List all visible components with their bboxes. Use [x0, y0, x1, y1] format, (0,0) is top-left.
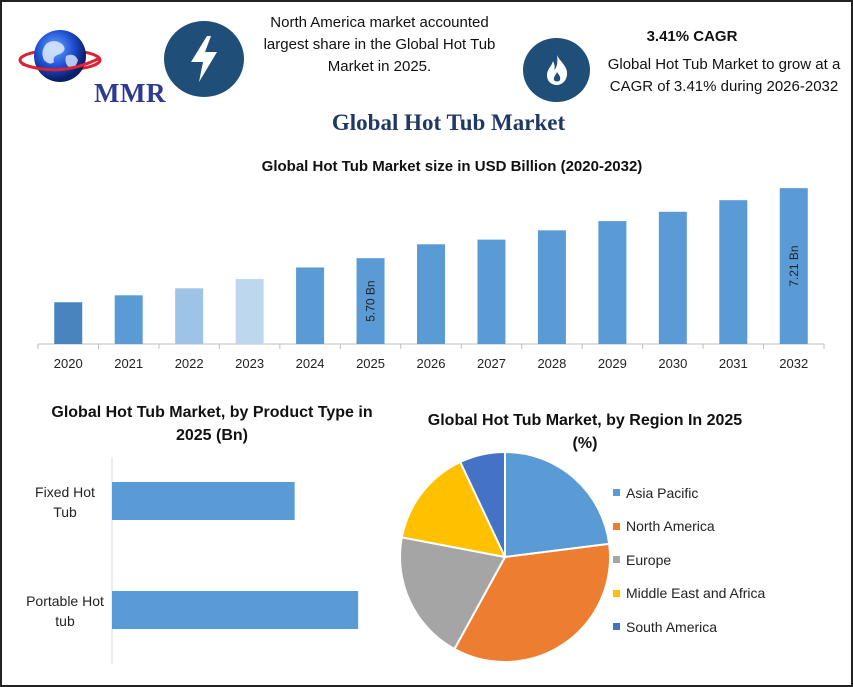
legend-swatch: [613, 522, 620, 530]
pie-slice-0: [504, 450, 611, 559]
x-tick-label: 2022: [175, 356, 204, 371]
legend-swatch: [613, 623, 620, 631]
product-label-1: Portable Hot tub: [26, 593, 104, 629]
north-america-highlight: North America market accounted largest s…: [263, 14, 496, 75]
x-tick-label: 2029: [598, 356, 627, 371]
globe-icon: [18, 30, 102, 82]
bar-2028: [537, 230, 566, 344]
legend-label: North America: [626, 518, 715, 535]
pie-slice-4: [458, 450, 506, 558]
legend-label: Europe: [626, 551, 672, 568]
legend-item: Europe: [613, 543, 765, 577]
bar-2025: [356, 258, 385, 344]
logo-text: MMR: [94, 78, 166, 108]
region-legend: Asia Pacific North America Europe Middle Ea…: [613, 476, 765, 644]
bar-product-0: [112, 482, 295, 520]
pie-slice-2: [399, 536, 507, 651]
x-tick-label: 2025: [356, 356, 385, 371]
lightning-bolt-icon: [164, 21, 244, 97]
bar-2023: [235, 279, 264, 344]
legend-swatch: [613, 489, 620, 497]
legend-item: Asia Pacific: [613, 476, 765, 510]
x-tick-label: 2023: [235, 356, 264, 371]
region-chart-title: Global Hot Tub Market, by Region In 2025…: [427, 412, 743, 452]
product-label-0: Fixed Hot Tub: [35, 484, 95, 520]
bar-2022: [175, 288, 204, 344]
x-tick-label: 2020: [54, 356, 83, 371]
x-tick-label: 2028: [537, 356, 566, 371]
bar-2021: [114, 295, 143, 344]
legend-item: Middle East and Africa: [613, 577, 765, 611]
x-tick-label: 2026: [417, 356, 446, 371]
bar-2027: [477, 239, 506, 344]
x-tick-label: 2021: [114, 356, 143, 371]
product-type-bar-chart: Fixed Hot Tub Portable Hot tub: [26, 457, 359, 664]
product-type-chart-title: Global Hot Tub Market, by Product Type i…: [51, 404, 373, 444]
mmr-logo: MMR: [16, 26, 165, 108]
legend-label: South America: [626, 618, 718, 635]
pie-slice-1: [453, 542, 611, 663]
cagr-title: 3.41% CAGR: [646, 28, 738, 45]
bar-2024: [296, 267, 325, 344]
page-title: Global Hot Tub Market: [331, 110, 566, 135]
market-size-chart-title: Global Hot Tub Market size in USD Billio…: [261, 158, 643, 175]
bar-2020: [54, 302, 83, 344]
x-tick-label: 2031: [719, 356, 748, 371]
bar-2030: [658, 211, 687, 344]
legend-item: South America: [613, 610, 765, 644]
x-tick-label: 2024: [296, 356, 325, 371]
region-pie-chart: [399, 450, 611, 663]
x-tick-label: 2030: [658, 356, 687, 371]
bar-2029: [598, 221, 627, 344]
bar-product-1: [112, 591, 359, 629]
data-label-2032: 7.21 Bn: [787, 245, 801, 286]
legend-swatch: [613, 589, 620, 597]
data-label-2025: 5.70 Bn: [364, 280, 378, 321]
legend-label: Asia Pacific: [626, 484, 699, 501]
bar-2031: [719, 200, 748, 344]
flame-icon: [523, 38, 590, 102]
cagr-highlight: Global Hot Tub Market to grow at a CAGR …: [607, 56, 841, 95]
pie-slice-3: [400, 460, 507, 559]
x-tick-label: 2027: [477, 356, 506, 371]
legend-item: North America: [613, 510, 765, 544]
bar-2026: [417, 244, 445, 344]
market-size-bar-chart: 2020 2021 2022 2023 2024 2025 5.70 Bn 2026 2027 2…: [37, 188, 825, 371]
x-tick-label: 2032: [779, 356, 808, 371]
legend-label: Middle East and Africa: [626, 585, 766, 602]
bar-2032: [779, 188, 808, 344]
legend-swatch: [613, 556, 620, 564]
